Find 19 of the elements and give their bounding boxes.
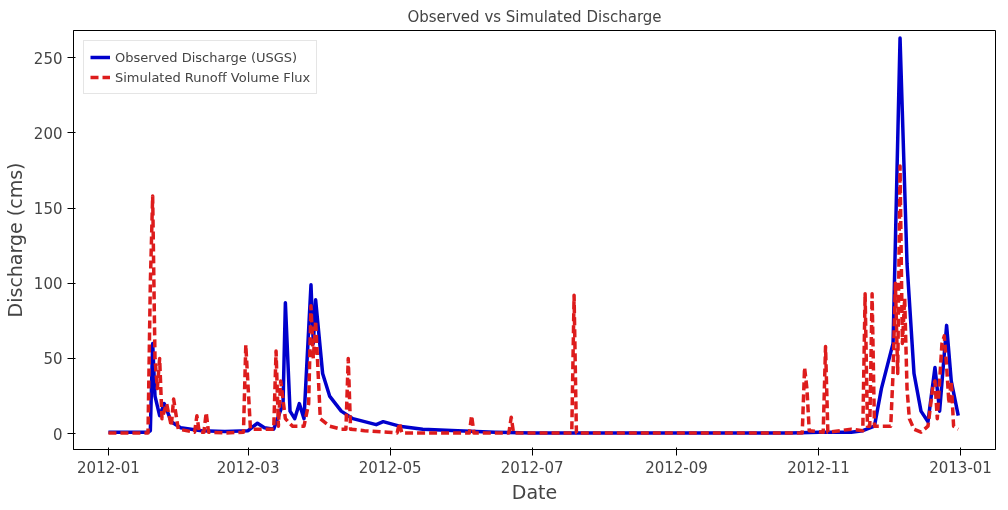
legend-label: Simulated Runoff Volume Flux xyxy=(115,69,311,85)
y-tick-label: 50 xyxy=(43,350,63,369)
x-axis-title: Date xyxy=(511,480,558,503)
x-tick-label: 2012-03 xyxy=(216,458,280,477)
chart-title: Observed vs Simulated Discharge xyxy=(407,7,662,26)
y-tick-label: 0 xyxy=(52,425,63,444)
y-tick-label: 200 xyxy=(33,124,63,143)
x-tick-label: 2012-11 xyxy=(787,458,850,477)
x-tick-label: 2012-09 xyxy=(645,458,708,477)
line-series xyxy=(106,164,960,435)
x-tick-label: 2013-01 xyxy=(929,458,992,477)
x-tick-label: 2012-05 xyxy=(358,458,422,477)
y-tick-label: 150 xyxy=(33,200,63,219)
y-axis-title: Discharge (cms) xyxy=(3,162,26,318)
y-tick-label: 100 xyxy=(33,275,63,294)
legend-label: Observed Discharge (USGS) xyxy=(115,49,298,65)
x-tick-label: 2012-01 xyxy=(77,458,140,477)
y-tick-label: 250 xyxy=(33,49,63,68)
x-tick-label: 2012-07 xyxy=(500,458,564,477)
